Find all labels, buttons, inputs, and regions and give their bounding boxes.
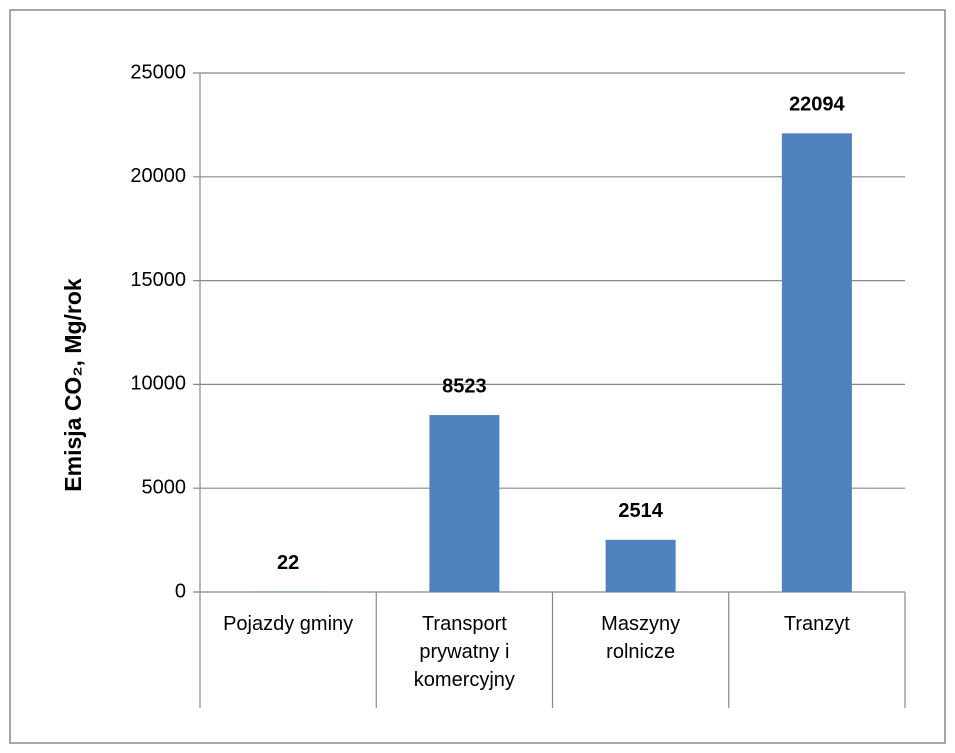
y-axis-title: Emisja CO₂, Mg/rok xyxy=(60,278,86,492)
x-tick-label: Transport prywatny i komercyjny xyxy=(413,613,515,691)
x-tick-label: Tranzyt xyxy=(783,613,850,635)
y-tick-label: 15000 xyxy=(130,269,186,291)
data-label: 8523 xyxy=(442,375,487,397)
y-tick-label: 20000 xyxy=(130,165,186,187)
y-tick-label: 5000 xyxy=(142,476,187,498)
data-label: 2514 xyxy=(618,500,663,522)
data-label: 22094 xyxy=(789,94,845,116)
bar xyxy=(429,415,500,592)
y-tick-label: 0 xyxy=(175,580,186,602)
bar xyxy=(605,539,676,592)
y-tick-label: 10000 xyxy=(130,373,186,395)
x-tick-label: Maszyny rolnicze xyxy=(601,613,681,663)
x-tick-label: Pojazdy gminy xyxy=(223,613,354,635)
y-tick-label: 25000 xyxy=(130,61,186,83)
data-label: 22 xyxy=(277,552,299,574)
bar xyxy=(781,133,852,593)
